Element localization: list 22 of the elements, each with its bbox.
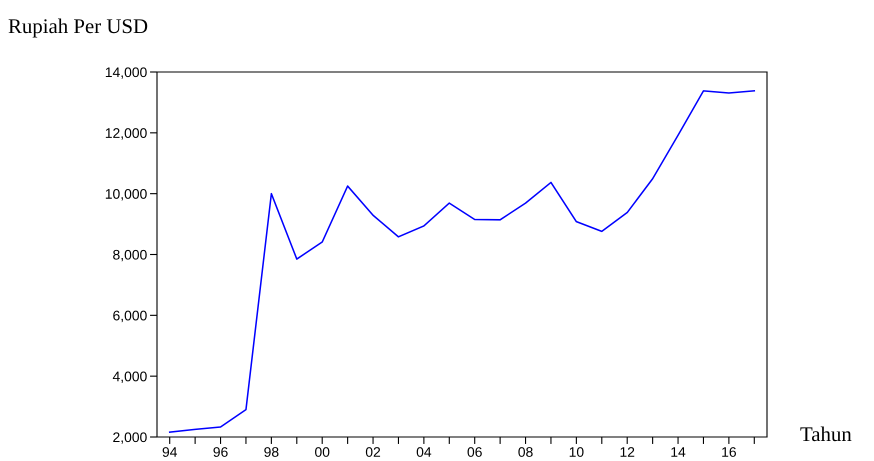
line-series <box>168 90 756 433</box>
x-tick-label: 94 <box>162 447 178 457</box>
y-tick-label: 4,000 <box>112 372 147 383</box>
x-tick-label: 02 <box>366 447 380 457</box>
x-tick-label: 96 <box>213 447 228 457</box>
y-tick-label: 12,000 <box>106 128 147 140</box>
x-tick-label: 00 <box>315 447 330 457</box>
y-tick-label: 10,000 <box>106 189 147 200</box>
x-tick-label: 04 <box>416 447 432 457</box>
y-tick-label: 14,000 <box>106 67 147 79</box>
y-tick-label: 2,000 <box>113 432 147 444</box>
x-tick-label: 12 <box>620 447 634 457</box>
x-axis-title: Tahun <box>800 426 852 442</box>
x-tick-label: 06 <box>468 447 482 457</box>
x-tick-label: 08 <box>518 447 533 457</box>
y-tick-label: 6,000 <box>113 310 147 322</box>
y-tick-label: 8,000 <box>113 250 147 262</box>
x-tick-label: 16 <box>722 447 736 457</box>
y-axis-title: Rupiah Per USD <box>8 18 148 38</box>
x-tick-label: 14 <box>671 447 686 457</box>
x-tick-label: 98 <box>264 447 278 457</box>
x-tick-label: 10 <box>570 447 584 457</box>
